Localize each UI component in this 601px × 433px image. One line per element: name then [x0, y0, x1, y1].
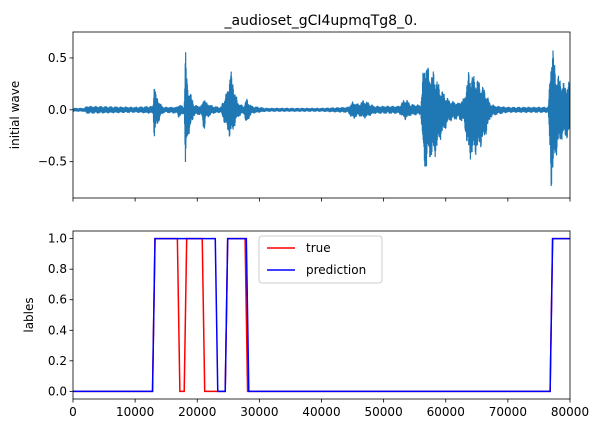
waveform-series	[73, 50, 570, 186]
x-tick-label: 10000	[116, 405, 154, 419]
legend-label-true: true	[306, 241, 331, 255]
y-tick-label: 0.0	[48, 103, 67, 117]
labels-y-ticks: 0.0 0.2 0.4 0.6 0.8 1.0	[48, 232, 73, 398]
labels-y-axis-label: lables	[22, 297, 36, 332]
waveform-y-ticks: 0.5 0.0 −0.5	[38, 51, 73, 169]
x-tick-label: 40000	[302, 405, 340, 419]
y-tick-label: 0.0	[48, 384, 67, 398]
labels-x-ticks: 0 10000 20000 30000 40000 50000 60000 70000 8000…	[69, 399, 589, 419]
waveform-subplot: _audioset_gCI4upmqTg8_0. 0.5 0.0 −0.5 init…	[8, 13, 571, 202]
y-tick-label: 0.5	[48, 51, 67, 65]
waveform-plot-area	[73, 50, 570, 186]
series-prediction	[73, 237, 570, 393]
x-tick-label: 70000	[489, 405, 527, 419]
y-tick-label: 0.4	[48, 323, 67, 337]
x-tick-label: 30000	[240, 405, 278, 419]
x-tick-label: 0	[69, 405, 77, 419]
y-tick-label: 0.8	[48, 262, 67, 276]
labels-subplot: 0.0 0.2 0.4 0.6 0.8 1.0 0 10000 20000 30000 40000…	[22, 230, 589, 419]
x-tick-label: 20000	[178, 405, 216, 419]
x-tick-label: 60000	[427, 405, 465, 419]
waveform-y-axis-label: initial wave	[8, 81, 22, 149]
waveform-x-ticks	[72, 198, 571, 202]
y-tick-label: −0.5	[38, 155, 67, 169]
y-tick-label: 0.2	[48, 354, 67, 368]
chart-title: _audioset_gCI4upmqTg8_0.	[224, 13, 418, 29]
legend-label-prediction: prediction	[306, 263, 366, 277]
x-tick-label: 80000	[551, 405, 589, 419]
y-tick-label: 0.6	[48, 293, 67, 307]
legend: true prediction	[258, 235, 383, 284]
y-tick-label: 1.0	[48, 232, 67, 246]
x-tick-label: 50000	[365, 405, 403, 419]
labels-plot-area	[73, 237, 570, 393]
